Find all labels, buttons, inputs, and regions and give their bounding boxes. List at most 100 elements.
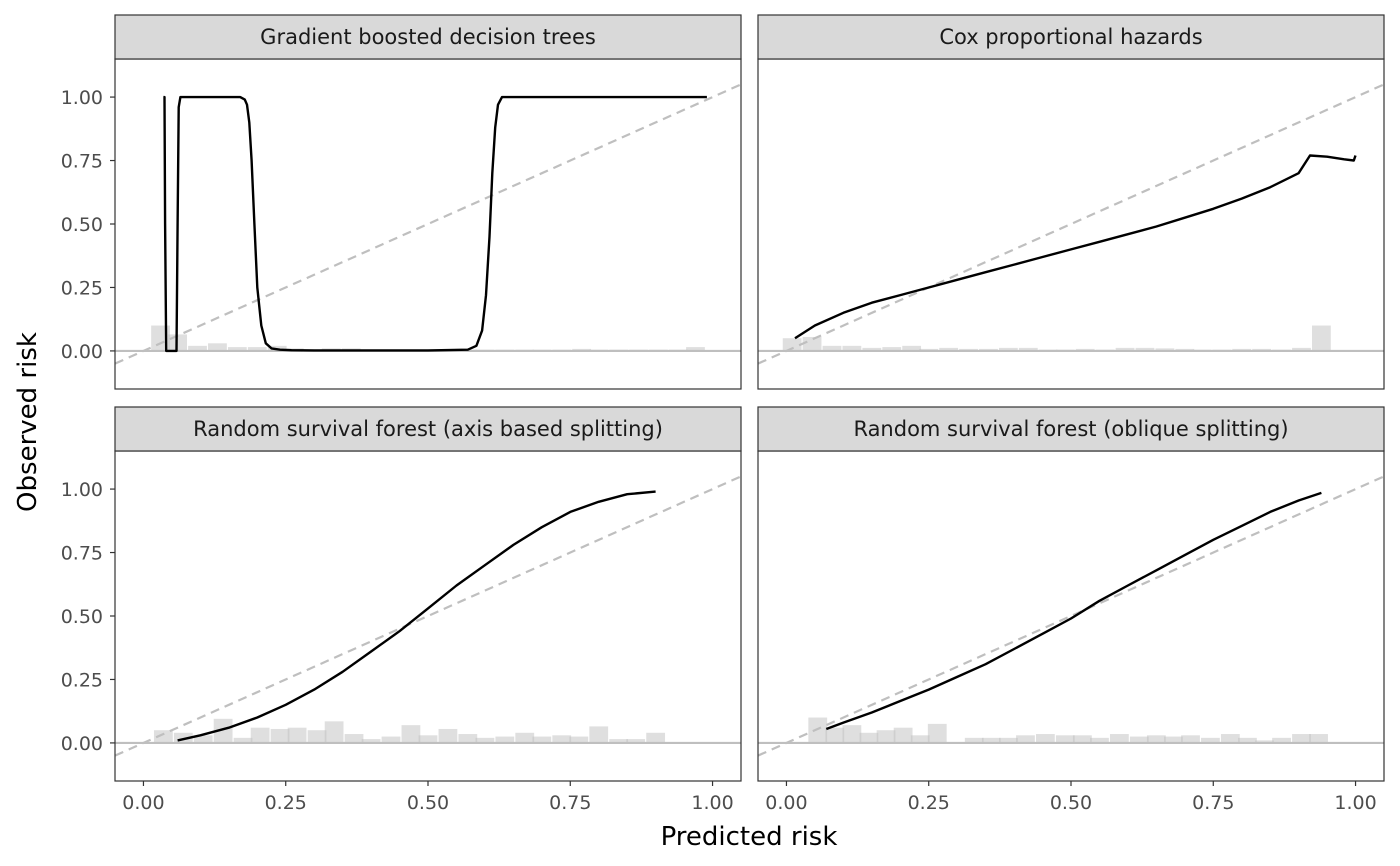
histogram-bar (981, 737, 1001, 743)
y-tick-label: 0.25 (61, 669, 103, 691)
histogram-bar (893, 727, 913, 743)
x-tick-label: 0.75 (1192, 792, 1234, 814)
reference-line (115, 83, 741, 365)
reference-line (115, 475, 741, 757)
histogram-bar (173, 732, 193, 743)
histogram-bar (1201, 737, 1220, 743)
panel-strip (114, 406, 742, 452)
histogram-bar (862, 347, 882, 351)
histogram-bar (495, 736, 515, 743)
histogram-bar (552, 735, 572, 743)
histogram-bar (825, 727, 845, 743)
histogram-bar (515, 732, 535, 743)
panel-3: Random survival forest (axis based split… (61, 406, 742, 814)
histogram-bar (438, 728, 458, 743)
histogram-bar (808, 717, 828, 743)
histogram-bar (842, 725, 862, 743)
histogram-bar (569, 736, 589, 743)
y-axis-title: Observed risk (13, 332, 43, 512)
histogram-bar (381, 736, 401, 743)
y-tick-label: 0.75 (61, 543, 103, 565)
histogram-bar (1115, 347, 1135, 351)
panel-1: Gradient boosted decision trees 0.00 0.25 0… (61, 14, 742, 390)
histogram-bar (250, 727, 270, 743)
histogram-bar (1312, 325, 1331, 351)
histogram-bar (1292, 347, 1311, 351)
histogram-bar (361, 739, 381, 743)
x-tick-label: 1.00 (1334, 792, 1376, 814)
histogram-bar (1072, 735, 1092, 743)
panel-title: Random survival forest (axis based split… (193, 417, 663, 441)
histogram-bar (646, 732, 666, 743)
plot-area (758, 83, 1384, 365)
histogram-bar (208, 343, 227, 351)
histogram-bar (609, 739, 629, 743)
histogram-bar (882, 347, 902, 351)
histogram-bar (307, 730, 327, 743)
histogram-bar (1018, 347, 1038, 351)
histogram-bar (927, 723, 947, 743)
panel-title: Cox proportional hazards (939, 25, 1202, 49)
panels-layer: Gradient boosted decision trees 0.00 0.25 0… (61, 14, 1385, 814)
histogram-bar (401, 725, 421, 743)
y-tick-label: 0.00 (61, 341, 103, 363)
histogram-bar (1055, 735, 1075, 743)
histogram-bar (1181, 735, 1200, 743)
plot-area (115, 475, 741, 757)
x-tick-label: 0.00 (765, 792, 807, 814)
panel-2: Cox proportional hazards (757, 14, 1385, 390)
histogram-bar (475, 737, 495, 743)
histogram-bar (344, 734, 364, 743)
histogram-bar (1016, 735, 1035, 743)
histogram-bar (964, 737, 984, 743)
y-tick-label: 1.00 (61, 87, 103, 109)
panel-border (114, 58, 742, 390)
calibration-line (163, 95, 707, 353)
histogram-bar (188, 345, 207, 351)
histogram-bar (802, 336, 822, 351)
x-tick-label: 0.25 (265, 792, 307, 814)
panel-title: Gradient boosted decision trees (260, 25, 596, 49)
x-tick-label: 0.50 (407, 792, 449, 814)
histogram-bar (999, 347, 1018, 351)
histogram-bar (1135, 347, 1155, 351)
histogram-bar (1309, 734, 1328, 743)
x-axis-title: Predicted risk (661, 822, 838, 852)
histogram-bar (1036, 734, 1055, 743)
panel-title: Random survival forest (oblique splittin… (853, 417, 1288, 441)
histogram-bar (458, 734, 478, 743)
reference-line (758, 475, 1384, 757)
histogram-bar (1109, 734, 1129, 743)
histogram-bar (1255, 740, 1274, 743)
plot-area (115, 83, 741, 365)
x-tick-label: 0.50 (1050, 792, 1092, 814)
x-tick-label: 1.00 (691, 792, 733, 814)
panel-4: Random survival forest (oblique splittin… (757, 406, 1385, 814)
plot-area (758, 475, 1384, 757)
x-tick-label: 0.25 (908, 792, 950, 814)
histogram-bar (782, 338, 802, 351)
histogram-bar (233, 737, 253, 743)
reference-line (758, 83, 1384, 365)
histogram-bar (686, 347, 705, 351)
histogram-bar (1155, 348, 1175, 351)
histogram-bar (1146, 735, 1166, 743)
y-tick-label: 0.00 (61, 733, 103, 755)
y-tick-label: 0.25 (61, 277, 103, 299)
histogram-bar (589, 726, 609, 743)
calibration-line (825, 491, 1322, 731)
y-tick-label: 1.00 (61, 479, 103, 501)
histogram-bar (418, 735, 438, 743)
histogram-bar (876, 730, 896, 743)
histogram-bar (287, 727, 307, 743)
panel-border (757, 58, 1385, 390)
histogram-bar (939, 347, 959, 351)
panel-strip (114, 14, 742, 60)
histogram-bar (227, 347, 247, 351)
histogram-bar (1164, 736, 1183, 743)
histogram-bar (153, 730, 173, 743)
y-tick-label: 0.50 (61, 606, 103, 628)
histogram-bar (247, 347, 267, 351)
x-tick-label: 0.00 (122, 792, 164, 814)
histogram-bar (1272, 737, 1291, 743)
